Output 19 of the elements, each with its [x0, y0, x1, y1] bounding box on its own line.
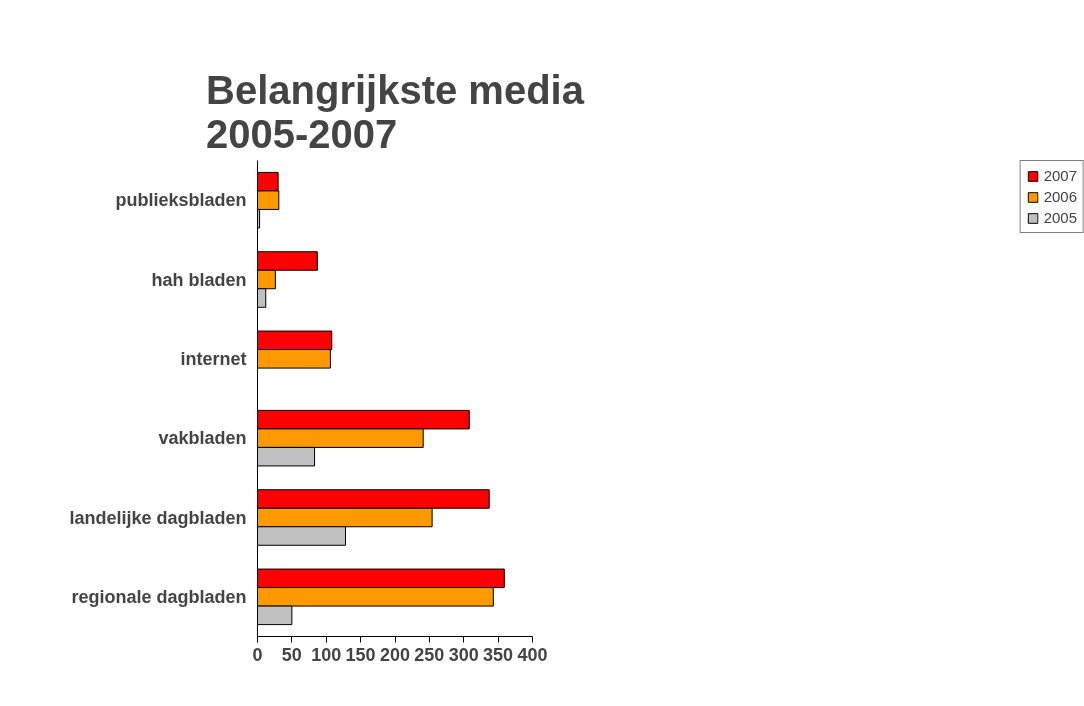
- x-tick-label: 350: [483, 644, 514, 665]
- x-tick-label: 250: [414, 644, 445, 665]
- legend-label: 2005: [1043, 209, 1077, 226]
- x-tick-label: 100: [311, 644, 342, 665]
- x-tick-label: 300: [448, 644, 479, 665]
- x-tick-label: 150: [345, 644, 376, 665]
- x-tick-label: 50: [281, 644, 302, 665]
- y-tick-label: vakbladen: [158, 428, 247, 449]
- y-tick-label: landelijke dagbladen: [69, 507, 247, 528]
- x-tick-label: 0: [252, 644, 263, 665]
- y-tick-label: publieksbladen: [115, 190, 247, 211]
- x-tick-label: 400: [517, 644, 548, 665]
- y-tick-label: regionale dagbladen: [71, 586, 247, 607]
- legend-label: 2006: [1043, 188, 1077, 205]
- x-tick-label: 200: [379, 644, 411, 665]
- chart-title: Belangrijkste media 2005-2007: [206, 67, 585, 156]
- legend-label: 2007: [1043, 167, 1077, 184]
- y-tick-label: hah bladen: [151, 269, 247, 290]
- y-tick-label: internet: [180, 348, 247, 369]
